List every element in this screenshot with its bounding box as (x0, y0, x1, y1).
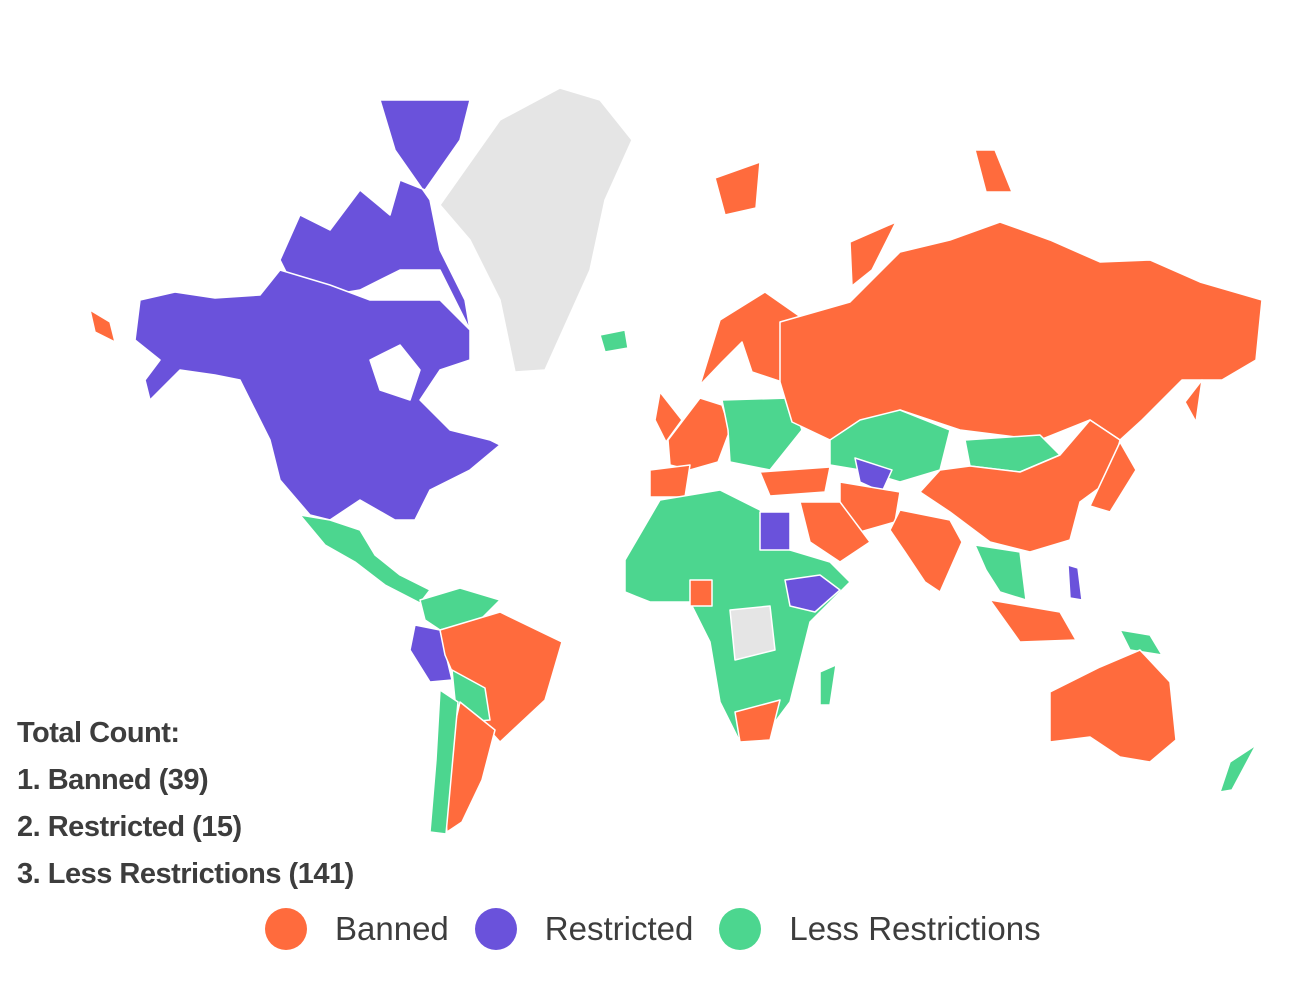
region-new-zealand[interactable] (1219, 744, 1257, 793)
region-japan[interactable] (1089, 441, 1137, 513)
region-ethiopia[interactable] (784, 574, 841, 613)
region-egypt[interactable] (759, 511, 791, 551)
region-papua[interactable] (1119, 629, 1163, 656)
region-india[interactable] (889, 509, 963, 593)
region-iberia[interactable] (649, 464, 691, 498)
region-nigeria[interactable] (689, 579, 713, 607)
region-southeast-asia[interactable] (974, 544, 1027, 601)
region-uk[interactable] (654, 391, 683, 443)
region-congo[interactable] (729, 605, 776, 661)
region-madagascar[interactable] (819, 664, 837, 706)
region-kamchatka[interactable] (1184, 379, 1203, 423)
region-iran[interactable] (839, 481, 901, 533)
region-central-america[interactable] (299, 514, 431, 604)
region-canada-usa[interactable] (134, 269, 501, 521)
region-svalbard[interactable] (974, 149, 1013, 193)
region-western-europe[interactable] (667, 397, 731, 471)
region-australia[interactable] (1049, 649, 1177, 763)
region-iceland-faroe[interactable] (599, 329, 629, 353)
total-less-restrictions: 3. Less Restrictions (141) (17, 858, 354, 890)
region-russia-far-east-tip[interactable] (89, 309, 116, 343)
legend-item-banned[interactable]: Banned (265, 908, 449, 950)
region-hudson-bay (369, 344, 421, 401)
legend-item-less-restrictions[interactable]: Less Restrictions (719, 908, 1041, 950)
restricted-swatch-icon (474, 908, 517, 950)
banned-swatch-icon (265, 908, 307, 950)
region-turkey[interactable] (759, 466, 831, 497)
region-novaya-zemlya[interactable] (849, 221, 897, 287)
total-count-title: Total Count: (17, 717, 180, 749)
region-philippines[interactable] (1067, 564, 1083, 601)
region-saudi-arabia[interactable] (799, 501, 871, 563)
total-count-panel: Total Count: 1. Banned (39) 2. Restricte… (17, 710, 354, 898)
legend-item-restricted[interactable]: Restricted (474, 908, 694, 950)
region-china[interactable] (919, 419, 1121, 553)
legend-label: Less Restrictions (789, 910, 1041, 947)
region-greenland[interactable] (439, 87, 633, 373)
legend: Banned Restricted Less Restrictions (265, 908, 1067, 950)
region-chile[interactable] (429, 689, 459, 835)
legend-label: Restricted (544, 910, 694, 947)
total-restricted: 2. Restricted (15) (17, 811, 242, 843)
region-iceland[interactable] (714, 161, 761, 216)
region-indonesia[interactable] (989, 599, 1077, 643)
region-brazil[interactable] (439, 611, 563, 743)
legend-label: Banned (335, 910, 449, 947)
total-banned: 1. Banned (39) (17, 764, 209, 796)
less-restrictions-swatch-icon (719, 908, 762, 950)
region-south-africa[interactable] (734, 699, 781, 743)
